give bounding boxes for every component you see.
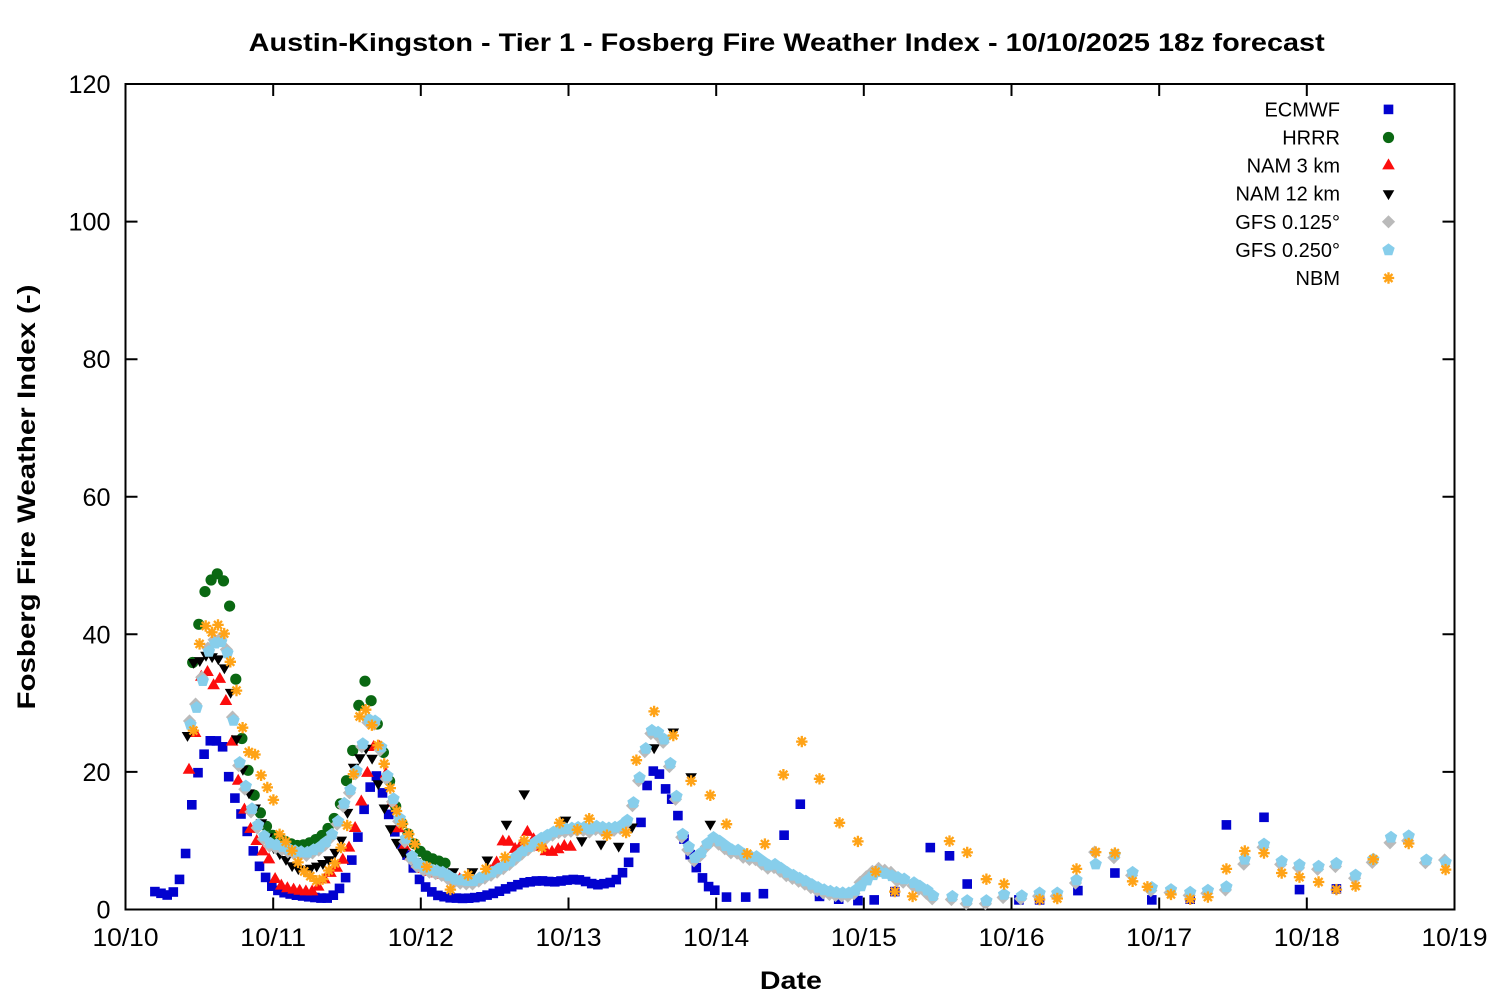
svg-text:GFS 0.125°: GFS 0.125° [1235, 212, 1340, 234]
svg-text:10/10: 10/10 [93, 924, 159, 952]
svg-text:NBM: NBM [1296, 268, 1340, 290]
svg-text:NAM 12 km: NAM 12 km [1236, 184, 1340, 206]
svg-text:10/17: 10/17 [1126, 924, 1192, 952]
svg-text:NAM 3 km: NAM 3 km [1247, 156, 1340, 178]
svg-text:100: 100 [69, 209, 111, 237]
svg-text:10/15: 10/15 [831, 924, 897, 952]
svg-text:40: 40 [83, 621, 111, 649]
svg-text:10/13: 10/13 [536, 924, 602, 952]
svg-text:10/18: 10/18 [1274, 924, 1340, 952]
svg-text:ECMWF: ECMWF [1264, 99, 1340, 121]
svg-text:Austin-Kingston - Tier 1 - Fos: Austin-Kingston - Tier 1 - Fosberg Fire … [249, 29, 1326, 57]
svg-text:20: 20 [83, 759, 111, 787]
svg-text:0: 0 [97, 897, 111, 925]
svg-text:Date: Date [760, 967, 822, 995]
svg-text:10/14: 10/14 [683, 924, 749, 952]
svg-text:60: 60 [83, 484, 111, 512]
svg-text:120: 120 [69, 71, 111, 99]
svg-text:80: 80 [83, 346, 111, 374]
svg-text:10/12: 10/12 [388, 924, 454, 952]
svg-text:GFS 0.250°: GFS 0.250° [1235, 240, 1340, 262]
svg-text:10/16: 10/16 [979, 924, 1045, 952]
svg-text:Fosberg Fire Weather Index (-): Fosberg Fire Weather Index (-) [13, 285, 41, 710]
svg-text:10/11: 10/11 [240, 924, 306, 952]
svg-text:10/19: 10/19 [1422, 924, 1488, 952]
svg-text:HRRR: HRRR [1282, 128, 1340, 150]
